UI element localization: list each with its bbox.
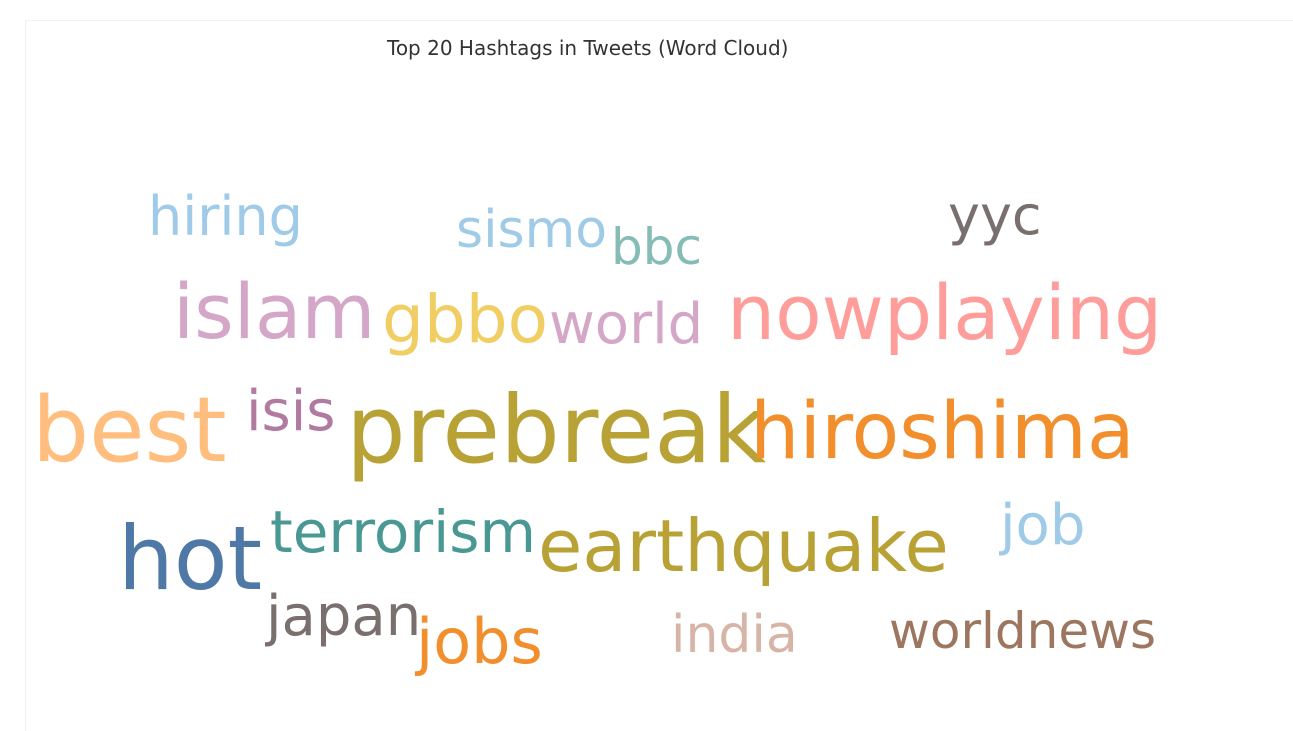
- word-japan: japan: [264, 584, 421, 649]
- word-india: india: [671, 605, 798, 665]
- word-hot: hot: [118, 507, 262, 610]
- word-earthquake: earthquake: [538, 504, 949, 588]
- word-best: best: [32, 378, 227, 483]
- word-worldnews: worldnews: [889, 602, 1156, 660]
- word-prebreak: prebreak: [346, 376, 767, 485]
- chart-sheet: [25, 20, 1293, 731]
- word-world: world: [549, 292, 703, 357]
- word-nowplaying: nowplaying: [727, 268, 1162, 357]
- word-jobs: jobs: [414, 605, 543, 678]
- word-gbbo: gbbo: [382, 281, 548, 358]
- word-sismo: sismo: [456, 200, 607, 260]
- word-hiring: hiring: [148, 185, 303, 248]
- chart-title: Top 20 Hashtags in Tweets (Word Cloud): [387, 36, 789, 60]
- word-islam: islam: [173, 267, 375, 356]
- word-hiroshima: hiroshima: [750, 387, 1135, 477]
- word-terrorism: terrorism: [270, 498, 536, 566]
- word-yyc: yyc: [948, 184, 1042, 247]
- word-bbc: bbc: [611, 218, 702, 276]
- word-isis: isis: [246, 379, 335, 444]
- word-job: job: [998, 493, 1085, 558]
